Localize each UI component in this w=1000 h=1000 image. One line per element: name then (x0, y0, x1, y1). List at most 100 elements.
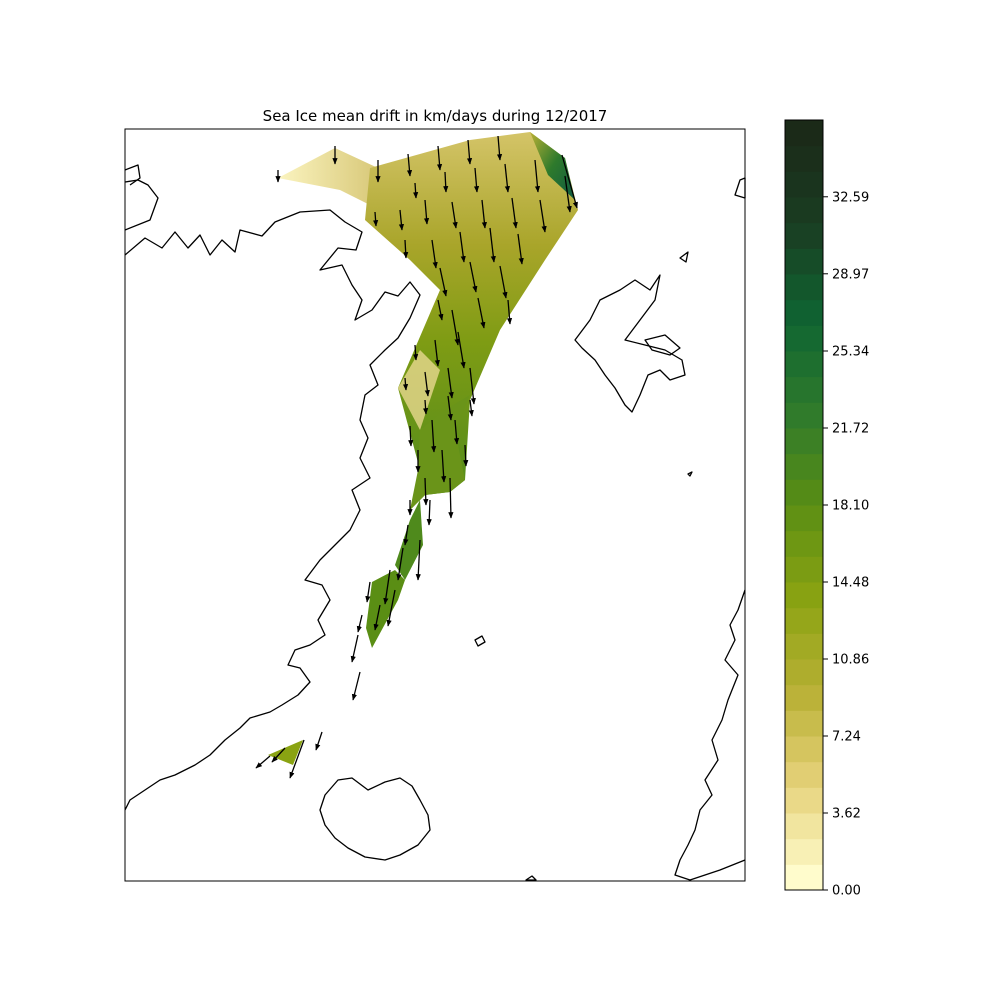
drift-vector (406, 153, 413, 177)
drift-region-pale-west-edge (398, 350, 440, 430)
drift-vector (447, 367, 454, 399)
colorbar-band (785, 633, 823, 660)
colorbar-tick-label: 3.62 (832, 807, 861, 822)
drift-vector (431, 239, 438, 269)
colorbar-band (785, 838, 823, 865)
drift-vector (443, 171, 449, 193)
colorbar-band (785, 710, 823, 737)
drift-vector (469, 367, 476, 405)
drift-vector (289, 739, 305, 779)
colorbar-bands (785, 120, 823, 891)
drift-vector (437, 299, 444, 321)
drift-vector (426, 499, 432, 526)
colorbar-tick-label: 32.59 (832, 190, 869, 205)
drift-vector (504, 163, 510, 193)
drift-vector (403, 524, 409, 546)
colorbar-band (785, 428, 823, 455)
drift-vector (413, 344, 419, 361)
colorbar-band (785, 659, 823, 686)
coastline-iceland (319, 777, 431, 861)
drift-vector (383, 569, 391, 605)
drift-vector (422, 399, 429, 415)
coastline-ellesmere (124, 164, 141, 186)
drift-vector (473, 167, 480, 193)
drift-vector (436, 145, 443, 171)
drift-vector (534, 159, 541, 193)
colorbar-band (785, 864, 823, 891)
colorbar-tick-label: 0.00 (832, 884, 861, 899)
colorbar-band (785, 453, 823, 480)
colorbar-ticks: 0.00 3.62 7.24 10.86 14.48 18.10 21.72 25.34 28.… (823, 190, 869, 899)
coastline-jan-mayen (687, 471, 693, 477)
drift-region-egc-middle (395, 500, 423, 580)
drift-vector (386, 589, 396, 627)
drift-vector (315, 731, 323, 751)
drift-region-northeast-corner (530, 132, 575, 200)
drift-vector (477, 297, 486, 329)
drift-vector (469, 261, 478, 293)
drift-vector (255, 755, 271, 769)
drift-vector (517, 233, 524, 265)
drift-field (268, 132, 578, 765)
map-title: Sea Ice mean drift in km/days during 12/… (263, 107, 608, 125)
drift-vector (457, 331, 466, 369)
colorbar-band (785, 402, 823, 429)
colorbar-band (785, 607, 823, 634)
colorbar-tick-label: 14.48 (832, 576, 869, 591)
drift-vector (511, 197, 518, 229)
drift-vector (403, 239, 409, 259)
drift-vector (423, 199, 430, 225)
colorbar-band (785, 530, 823, 557)
drift-vector (447, 395, 453, 421)
drift-vector (448, 477, 454, 519)
drift-vector (271, 747, 286, 763)
drift-region-west-lobe (278, 148, 378, 205)
colorbar-band (785, 736, 823, 763)
coastlines (124, 164, 746, 881)
drift-vector (466, 139, 473, 165)
colorbar-band (785, 274, 823, 301)
drift-vector (453, 419, 460, 445)
map-area (124, 128, 746, 882)
drift-vector (396, 547, 404, 581)
colorbar: 0.00 3.62 7.24 10.86 14.48 18.10 21.72 25.34 28.… (784, 119, 869, 899)
colorbar-band (785, 171, 823, 198)
colorbar-band (785, 222, 823, 249)
drift-vector (351, 671, 361, 701)
drift-vector (365, 581, 371, 603)
drift-vector (424, 371, 430, 397)
drift-vector (499, 265, 508, 299)
coastline-faroe (525, 875, 537, 881)
drift-vector (415, 539, 421, 581)
colorbar-band (785, 376, 823, 403)
drift-vector (561, 154, 578, 209)
drift-vector (564, 175, 572, 213)
drift-vector (468, 399, 474, 417)
colorbar-tick-label: 28.97 (832, 267, 869, 282)
drift-vector (408, 425, 414, 447)
colorbar-band (785, 197, 823, 224)
drift-vector (441, 449, 447, 483)
colorbar-band (785, 145, 823, 172)
drift-vector (439, 267, 448, 297)
drift-vector (413, 182, 419, 199)
drift-vector (434, 339, 440, 367)
drift-vector (539, 199, 547, 233)
drift-vector (451, 309, 460, 346)
drift-vector (402, 377, 409, 391)
coastline-kvitoya (679, 251, 689, 263)
colorbar-band (785, 787, 823, 814)
drift-vector (350, 634, 359, 663)
coastline-norway (674, 589, 746, 881)
colorbar-band (785, 684, 823, 711)
colorbar-tick-label: 21.72 (832, 422, 869, 437)
colorbar-tick-label: 7.24 (832, 730, 861, 745)
coastline-greenland-peary-land (124, 209, 421, 811)
colorbar-band (785, 813, 823, 840)
colorbar-band (785, 582, 823, 609)
coastline-nordaustlandet (644, 334, 681, 356)
colorbar-band (785, 505, 823, 532)
colorbar-band (785, 351, 823, 378)
coastline-small-island (474, 635, 486, 647)
